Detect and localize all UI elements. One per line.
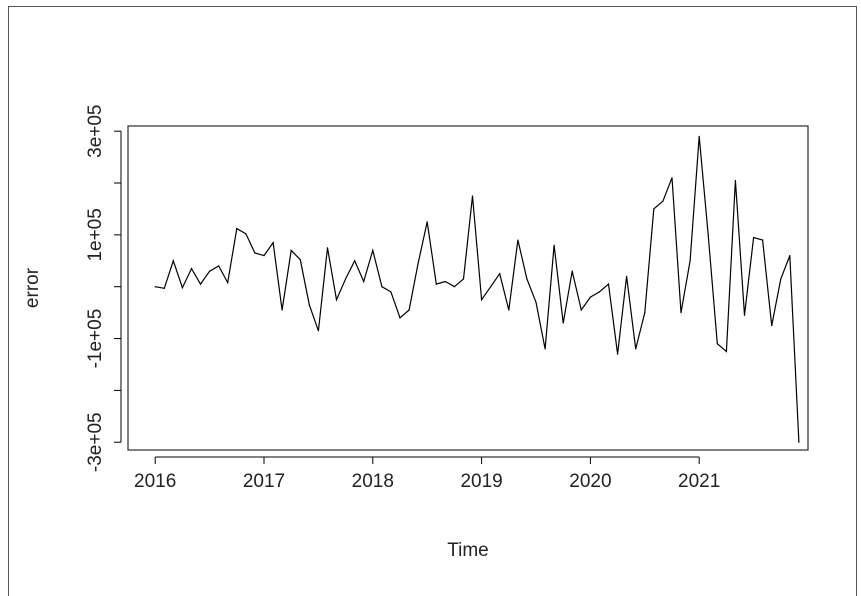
- data-point: [562, 322, 564, 324]
- data-point: [698, 135, 700, 137]
- data-point: [154, 286, 156, 288]
- data-point: [716, 343, 718, 345]
- data-point: [399, 317, 401, 319]
- data-point: [163, 287, 165, 289]
- data-point: [798, 441, 800, 443]
- data-point: [626, 275, 628, 277]
- x-axis: 2016 2017 2018 2019 2020 2021: [134, 456, 720, 492]
- data-point: [435, 283, 437, 285]
- data-point: [707, 234, 709, 236]
- x-tick-label: 2016: [134, 471, 176, 492]
- data-point: [453, 286, 455, 288]
- data-point: [326, 247, 329, 249]
- data-point: [199, 283, 202, 285]
- data-point: [344, 278, 347, 280]
- data-point: [426, 221, 428, 223]
- data-point: [490, 286, 492, 288]
- data-point: [743, 314, 746, 316]
- data-point: [254, 252, 256, 254]
- data-point: [571, 270, 573, 272]
- x-tick-label: 2021: [678, 471, 720, 492]
- data-point: [517, 239, 519, 241]
- x-axis-label: Time: [447, 540, 489, 561]
- data-point: [689, 260, 691, 262]
- data-point: [780, 278, 782, 280]
- data-point: [653, 208, 655, 210]
- data-point: [390, 291, 392, 293]
- x-tick-label: 2019: [460, 471, 502, 492]
- data-point: [526, 278, 528, 280]
- data-point: [218, 265, 220, 267]
- data-point: [508, 309, 510, 311]
- data-point: [335, 299, 338, 301]
- data-point: [245, 233, 247, 235]
- data-point: [616, 353, 619, 355]
- data-point: [263, 255, 265, 257]
- data-point: [372, 249, 374, 252]
- data-point: [771, 324, 773, 327]
- data-point: [544, 348, 546, 350]
- data-point: [680, 312, 682, 314]
- data-point: [354, 260, 356, 262]
- data-point: [363, 280, 365, 283]
- data-point: [662, 200, 664, 202]
- y-tick-label: 3e+05: [85, 104, 106, 157]
- data-point: [598, 291, 601, 293]
- data-point: [589, 296, 591, 298]
- data-point: [272, 242, 274, 244]
- data-point: [408, 309, 410, 311]
- data-point: [471, 195, 474, 197]
- y-tick-label: 1e+05: [85, 208, 106, 261]
- data-point: [381, 286, 383, 288]
- data-point: [752, 236, 755, 239]
- y-axis-label: error: [22, 267, 43, 308]
- data-point: [462, 278, 465, 280]
- data-point: [190, 267, 193, 270]
- plot-area-box: [127, 125, 809, 451]
- data-point: [281, 309, 283, 311]
- data-point: [227, 281, 229, 284]
- data-point: [317, 330, 319, 332]
- data-point: [417, 262, 419, 264]
- data-point: [607, 283, 610, 285]
- data-point: [635, 348, 637, 350]
- y-tick-label: -1e+05: [85, 309, 106, 369]
- series-points: [154, 135, 800, 443]
- x-tick-label: 2020: [569, 471, 611, 492]
- data-point: [299, 259, 301, 261]
- data-point: [644, 312, 646, 314]
- data-point: [208, 270, 211, 272]
- data-point: [236, 228, 238, 230]
- data-point: [789, 255, 791, 257]
- data-point: [172, 260, 174, 262]
- data-point: [553, 244, 555, 246]
- x-tick-label: 2017: [243, 471, 285, 492]
- data-point: [444, 280, 446, 283]
- data-point: [580, 309, 582, 311]
- data-point: [725, 350, 727, 353]
- x-tick-label: 2018: [352, 471, 394, 492]
- figure-frame: [8, 6, 857, 596]
- data-point: [762, 239, 764, 241]
- data-point: [290, 249, 292, 252]
- data-point: [671, 177, 673, 179]
- data-point: [499, 273, 501, 275]
- y-tick-label: -3e+05: [85, 412, 106, 472]
- error-series-line: [155, 136, 800, 443]
- data-point: [308, 304, 310, 306]
- y-axis: -3e+05 -1e+05 1e+05 3e+05: [85, 104, 122, 472]
- data-point: [181, 287, 183, 289]
- data-point: [535, 301, 537, 303]
- data-point: [734, 179, 737, 182]
- data-point: [480, 299, 483, 301]
